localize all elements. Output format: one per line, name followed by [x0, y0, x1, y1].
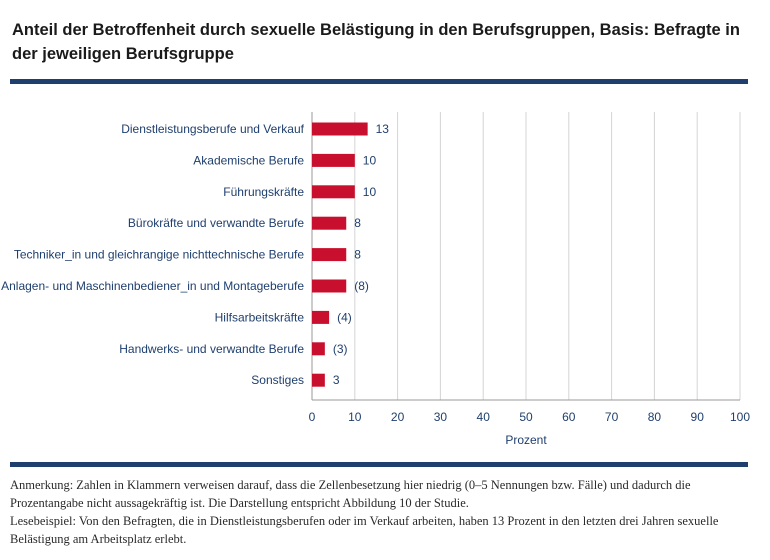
x-tick-label: 70	[605, 410, 619, 424]
reading-example: Lesebeispiel: Von den Befragten, die in …	[10, 514, 719, 546]
data-label: 3	[333, 373, 340, 387]
bar	[312, 310, 330, 324]
category-label: Führungskräfte	[223, 185, 304, 199]
category-label: Handwerks- und verwandte Berufe	[119, 342, 304, 356]
category-label: Akademische Berufe	[193, 153, 304, 167]
data-label: (3)	[333, 342, 348, 356]
data-label: 8	[354, 216, 361, 230]
x-tick-label: 20	[391, 410, 405, 424]
x-tick-label: 40	[477, 410, 491, 424]
x-tick-label: 80	[648, 410, 662, 424]
x-tick-label: 10	[348, 410, 362, 424]
category-label: Hilfsarbeitskräfte	[215, 310, 305, 324]
bar	[312, 373, 325, 387]
data-label: 10	[363, 185, 377, 199]
bar	[312, 342, 325, 356]
data-label: 8	[354, 248, 361, 262]
category-label: Anlagen- und Maschinenbediener_in und Mo…	[1, 279, 304, 293]
x-tick-label: 100	[730, 410, 750, 424]
annotation-note: Anmerkung: Zahlen in Klammern verweisen …	[10, 478, 691, 510]
bottom-divider	[10, 462, 748, 467]
x-tick-label: 0	[309, 410, 316, 424]
data-label: 13	[376, 122, 390, 136]
data-label: (4)	[337, 310, 352, 324]
x-tick-label: 90	[691, 410, 705, 424]
category-label: Sonstiges	[251, 373, 304, 387]
bar	[312, 279, 347, 293]
bar	[312, 216, 347, 230]
category-label: Dienstleistungsberufe und Verkauf	[121, 122, 304, 136]
bar	[312, 153, 355, 167]
chart-title: Anteil der Betroffenheit durch sexuelle …	[12, 21, 740, 63]
top-divider	[10, 79, 748, 84]
bar	[312, 185, 355, 199]
x-axis-title: Prozent	[505, 433, 547, 447]
data-label: (8)	[354, 279, 369, 293]
bar	[312, 248, 347, 262]
chart-notes: Anmerkung: Zahlen in Klammern verweisen …	[10, 476, 755, 548]
bar	[312, 122, 368, 136]
x-tick-label: 50	[519, 410, 533, 424]
category-label: Bürokräfte und verwandte Berufe	[128, 216, 304, 230]
x-tick-label: 60	[562, 410, 576, 424]
bar-chart: 0 10 20 30 40 50 60 70 80 90 100 Dienstleistungsber…	[1, 112, 750, 447]
category-label: Techniker_in und gleichrangige nichttech…	[14, 248, 305, 262]
x-tick-label: 30	[434, 410, 448, 424]
data-label: 10	[363, 153, 377, 167]
